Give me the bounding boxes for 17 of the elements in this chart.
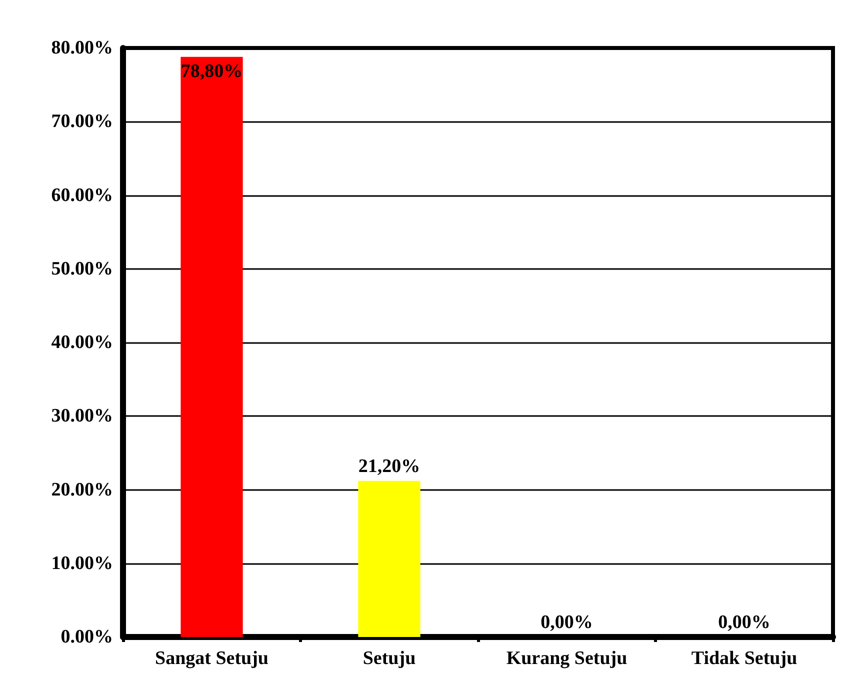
y-tick-label: 40.00% (51, 332, 113, 353)
y-tick-label: 50.00% (51, 258, 113, 280)
x-tick-label: Kurang Setuju (506, 648, 628, 669)
y-tick-label: 0.00% (60, 626, 113, 648)
data-label: 0,00% (540, 612, 593, 633)
x-tick-label: Setuju (362, 648, 416, 669)
y-tick-label: 10.00% (51, 552, 113, 574)
y-tick-label: 70.00% (51, 111, 113, 132)
x-tick-label: Tidak Setuju (691, 648, 798, 669)
x-tick-label: Sangat Setuju (155, 648, 269, 669)
data-label: 0,00% (718, 612, 770, 633)
y-tick-label: 20.00% (51, 479, 113, 500)
data-label: 78,80% (180, 60, 243, 82)
y-tick-label: 30.00% (51, 406, 113, 427)
data-label: 21,20% (358, 456, 420, 477)
y-tick-label: 60.00% (51, 184, 113, 206)
y-tick-label: 80.00% (51, 38, 113, 58)
